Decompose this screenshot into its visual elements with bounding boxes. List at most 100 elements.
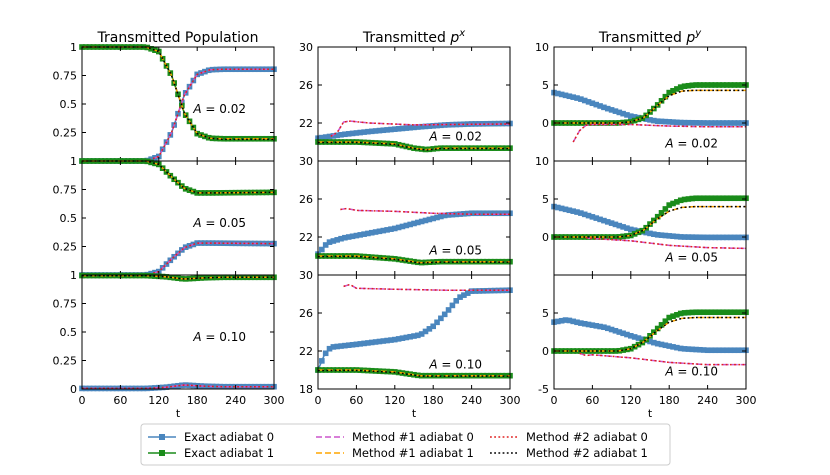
chart-title: Transmitted Population (96, 30, 258, 46)
marker-exact-adiabat-1 (693, 195, 699, 202)
series-method-2-adiabat-0 (82, 242, 275, 276)
y-tick-label: 0.5 (60, 98, 78, 111)
marker-exact-adiabat-0 (426, 326, 433, 332)
marker-exact-adiabat-0 (670, 344, 676, 350)
marker-exact-adiabat-0 (658, 118, 665, 125)
marker-exact-adiabat-0 (163, 261, 170, 267)
plot-area (79, 272, 277, 392)
marker-exact-adiabat-1 (186, 275, 193, 282)
x-axis-label: t (176, 407, 181, 420)
y-tick-label: 0 (542, 345, 549, 358)
legend-box (140, 423, 671, 466)
marker-exact-adiabat-0 (449, 302, 456, 309)
marker-exact-adiabat-0 (322, 242, 329, 248)
marker-exact-adiabat-1 (132, 272, 139, 279)
legend-item-exact-adiabat-0: Exact adiabat 0 (148, 430, 274, 444)
marker-exact-adiabat-0 (555, 318, 561, 325)
marker-exact-adiabat-0 (357, 232, 364, 238)
marker-exact-adiabat-0 (631, 334, 638, 340)
marker-exact-adiabat-1 (708, 309, 715, 316)
series-method-2-adiabat-0 (340, 207, 510, 215)
marker-exact-adiabat-0 (476, 210, 483, 217)
marker-exact-adiabat-1 (735, 309, 742, 316)
marker-exact-adiabat-0 (677, 119, 684, 126)
marker-exact-adiabat-0 (415, 124, 421, 130)
marker-exact-adiabat-1 (674, 86, 680, 92)
marker-exact-adiabat-1 (604, 234, 611, 240)
legend-label: Method #2 adiabat 1 (526, 446, 648, 460)
marker-exact-adiabat-1 (681, 310, 688, 316)
marker-exact-adiabat-0 (395, 336, 402, 342)
marker-exact-adiabat-0 (403, 222, 410, 229)
marker-exact-adiabat-0 (438, 213, 444, 220)
marker-exact-adiabat-0 (670, 119, 676, 125)
y-tick-label: 26 (299, 307, 313, 320)
marker-exact-adiabat-1 (681, 196, 688, 203)
marker-exact-adiabat-0 (651, 339, 657, 346)
y-tick-label: 30 (299, 41, 313, 54)
marker-exact-adiabat-0 (574, 319, 580, 326)
marker-exact-adiabat-0 (392, 225, 398, 232)
x-tick-label: 300 (736, 394, 757, 407)
marker-exact-adiabat-1 (194, 190, 200, 196)
marker-exact-adiabat-0 (453, 121, 460, 128)
marker-exact-adiabat-1 (720, 82, 726, 88)
marker-exact-adiabat-1 (464, 145, 471, 151)
marker-exact-adiabat-1 (503, 258, 509, 265)
marker-exact-adiabat-0 (438, 315, 444, 322)
marker-exact-adiabat-0 (578, 320, 584, 326)
plot-area (551, 309, 749, 366)
series-method-1-adiabat-1 (318, 141, 510, 151)
marker-exact-adiabat-1 (658, 98, 665, 104)
marker-exact-adiabat-0 (263, 240, 270, 247)
marker-exact-adiabat-0 (720, 120, 726, 126)
panel-3-1: 0 5 10 A = 0.02 (535, 41, 749, 162)
legend-label: Method #2 adiabat 0 (526, 430, 648, 444)
legend: Exact adiabat 0 Exact adiabat 1 Method #1 … (140, 423, 671, 466)
marker-exact-adiabat-1 (248, 189, 254, 196)
series-method-2-adiabat-1 (554, 316, 746, 352)
marker-exact-adiabat-0 (631, 114, 638, 120)
marker-exact-adiabat-0 (581, 97, 588, 104)
marker-exact-adiabat-0 (175, 110, 181, 117)
marker-exact-adiabat-0 (476, 288, 483, 294)
marker-exact-adiabat-0 (491, 210, 498, 217)
marker-exact-adiabat-1 (704, 82, 711, 88)
marker-exact-adiabat-1 (685, 196, 692, 202)
marker-exact-adiabat-1 (693, 309, 699, 316)
marker-exact-adiabat-0 (140, 385, 147, 392)
panel-3-2: 0 5 10 A = 0.05 (535, 155, 749, 276)
marker-exact-adiabat-0 (685, 119, 692, 126)
x-tick-label: 60 (349, 394, 363, 407)
marker-exact-adiabat-0 (422, 328, 429, 335)
marker-exact-adiabat-0 (418, 123, 425, 130)
marker-exact-adiabat-0 (624, 225, 630, 231)
x-axis-label: t (412, 407, 417, 420)
marker-exact-adiabat-0 (380, 338, 387, 344)
marker-exact-adiabat-0 (376, 127, 383, 134)
marker-exact-adiabat-0 (704, 234, 711, 241)
chart-title: Transmitted py (598, 28, 702, 46)
marker-exact-adiabat-1 (330, 139, 337, 145)
marker-exact-adiabat-0 (392, 126, 398, 132)
series-method-2-adiabat-1 (82, 46, 274, 141)
marker-exact-adiabat-0 (612, 221, 619, 228)
marker-exact-adiabat-1 (322, 367, 329, 373)
marker-exact-adiabat-1 (674, 199, 680, 205)
marker-exact-adiabat-0 (132, 385, 139, 392)
marker-exact-adiabat-1 (267, 135, 273, 142)
marker-exact-adiabat-0 (361, 231, 367, 237)
marker-exact-adiabat-0 (681, 234, 688, 240)
y-tick-label: 22 (299, 117, 313, 130)
y-tick-label: 0.75 (53, 298, 78, 311)
series-method-2-adiabat-1 (554, 89, 746, 124)
marker-exact-adiabat-0 (643, 229, 649, 236)
marker-exact-adiabat-0 (342, 131, 348, 138)
marker-exact-adiabat-0 (322, 134, 329, 140)
y-tick-label: 22 (299, 231, 313, 244)
marker-exact-adiabat-0 (403, 334, 410, 341)
marker-exact-adiabat-0 (376, 228, 383, 235)
marker-exact-adiabat-1 (148, 46, 154, 52)
marker-exact-adiabat-1 (376, 254, 383, 261)
